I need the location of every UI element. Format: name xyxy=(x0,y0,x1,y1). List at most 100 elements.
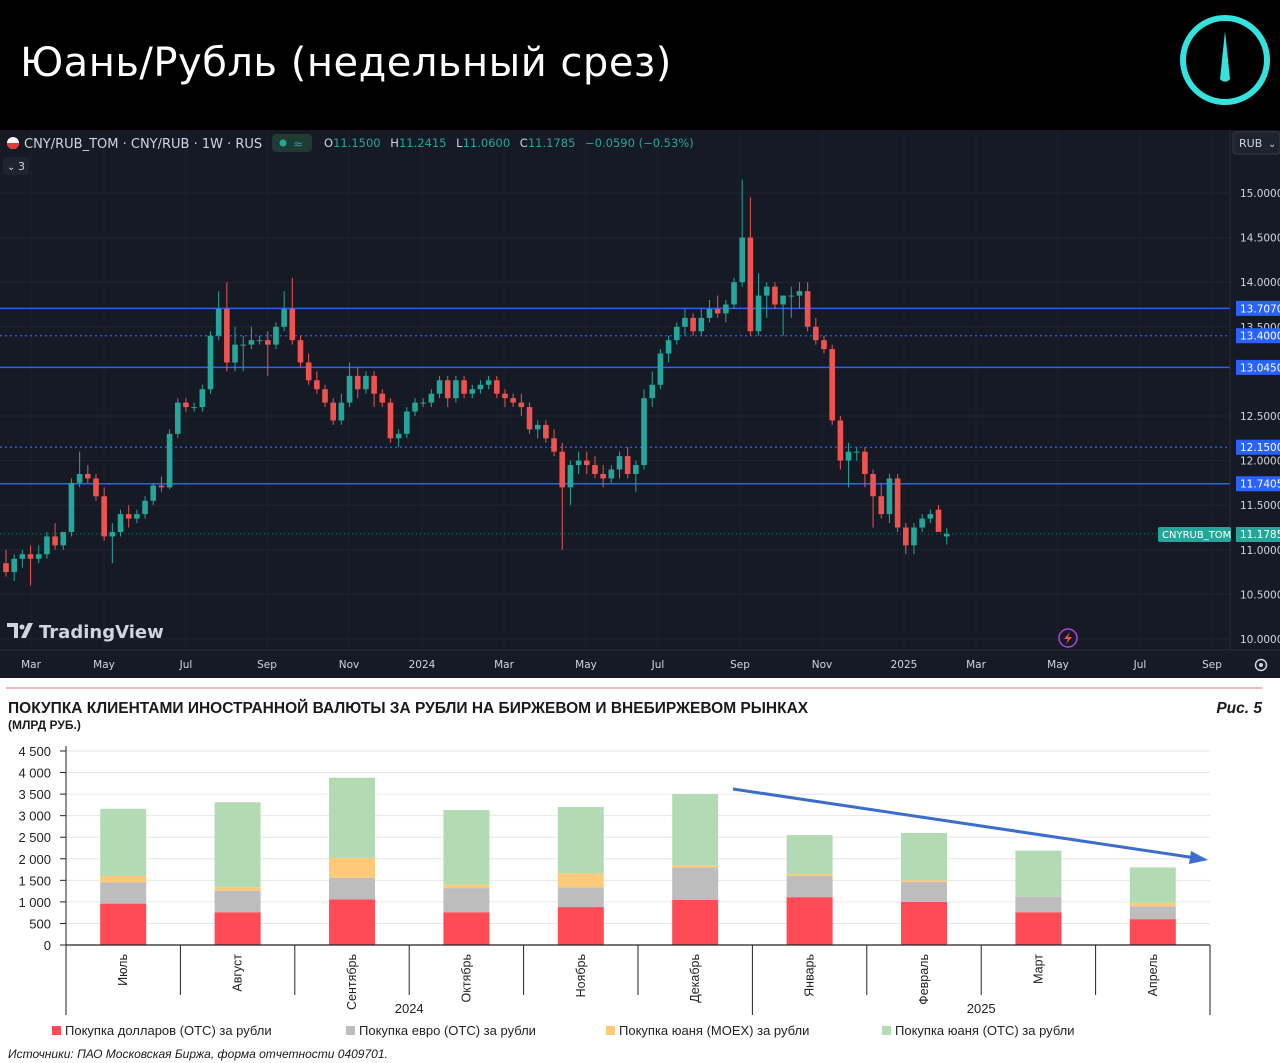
candle[interactable] xyxy=(723,300,729,323)
candle[interactable] xyxy=(633,460,639,492)
candle[interactable] xyxy=(510,393,516,408)
candle[interactable] xyxy=(428,389,435,408)
candle[interactable] xyxy=(485,375,492,390)
candle[interactable] xyxy=(821,335,827,354)
candle[interactable] xyxy=(772,282,778,309)
candle[interactable] xyxy=(608,465,615,483)
candle[interactable] xyxy=(862,447,868,488)
candle[interactable] xyxy=(404,407,410,439)
candle[interactable] xyxy=(199,384,206,412)
candle[interactable] xyxy=(706,300,713,323)
candle[interactable] xyxy=(232,326,238,372)
candle[interactable] xyxy=(911,523,917,555)
candle[interactable] xyxy=(747,197,754,336)
candle[interactable] xyxy=(412,398,418,416)
candle[interactable] xyxy=(264,331,271,376)
candle[interactable] xyxy=(363,371,369,394)
candle[interactable] xyxy=(248,326,255,350)
candle[interactable] xyxy=(158,476,165,492)
candle[interactable] xyxy=(690,313,696,336)
symbol-line[interactable]: CNY/RUB_TOM · CNY/RUB · 1W · RUS xyxy=(24,137,262,152)
candle[interactable] xyxy=(174,398,181,439)
candle[interactable] xyxy=(592,456,598,479)
candle[interactable] xyxy=(444,375,451,408)
candle[interactable] xyxy=(60,531,67,550)
currency-selector[interactable]: RUB ⌄ xyxy=(1232,131,1280,155)
lightning-icon[interactable] xyxy=(1058,628,1078,648)
candle[interactable] xyxy=(780,295,786,336)
candle[interactable] xyxy=(469,384,476,399)
candle[interactable] xyxy=(215,291,222,341)
candle[interactable] xyxy=(76,451,83,488)
candle[interactable] xyxy=(698,308,705,336)
candle[interactable] xyxy=(829,344,835,425)
candle[interactable] xyxy=(665,335,672,363)
candle[interactable] xyxy=(502,389,508,408)
candle[interactable] xyxy=(813,317,819,345)
candle[interactable] xyxy=(837,416,844,470)
candle[interactable] xyxy=(256,335,263,345)
candle[interactable] xyxy=(289,277,296,345)
candle[interactable] xyxy=(927,509,934,524)
candle[interactable] xyxy=(19,549,26,568)
candle[interactable] xyxy=(224,282,230,372)
candle[interactable] xyxy=(543,420,549,443)
candle[interactable] xyxy=(27,545,34,586)
candle[interactable] xyxy=(551,429,557,457)
candle[interactable] xyxy=(755,273,762,336)
candle[interactable] xyxy=(534,420,541,439)
candle[interactable] xyxy=(85,465,91,483)
candle[interactable] xyxy=(886,473,893,524)
candle[interactable] xyxy=(314,371,320,394)
candle[interactable] xyxy=(297,335,304,367)
candle[interactable] xyxy=(281,291,287,332)
candle[interactable] xyxy=(207,331,214,394)
candle[interactable] xyxy=(878,482,885,519)
candle[interactable] xyxy=(731,277,737,309)
candle[interactable] xyxy=(461,375,467,399)
candle[interactable] xyxy=(682,308,688,336)
candle[interactable] xyxy=(796,282,803,309)
candle[interactable] xyxy=(853,447,860,461)
candle[interactable] xyxy=(575,451,582,474)
candle[interactable] xyxy=(273,322,279,350)
candle[interactable] xyxy=(943,528,950,545)
candle[interactable] xyxy=(166,429,173,490)
candle[interactable] xyxy=(804,282,811,332)
candle[interactable] xyxy=(101,487,107,541)
candle[interactable] xyxy=(420,398,426,408)
candle[interactable] xyxy=(788,286,795,318)
candle[interactable] xyxy=(559,442,566,550)
indicators-toggle[interactable]: ⌄ 3 xyxy=(3,157,29,175)
tradingview-chart[interactable]: 15.0000 14.5000 14.0000 13.5000 12.5000 12.00… xyxy=(0,130,1280,678)
candle[interactable] xyxy=(919,514,925,532)
candle[interactable] xyxy=(52,523,58,550)
candle[interactable] xyxy=(657,349,664,390)
candle[interactable] xyxy=(739,179,745,287)
candle[interactable] xyxy=(240,335,247,372)
candle[interactable] xyxy=(150,482,157,506)
candle[interactable] xyxy=(714,295,721,318)
candle[interactable] xyxy=(616,451,623,479)
candle[interactable] xyxy=(68,478,75,537)
candle[interactable] xyxy=(330,398,336,425)
candle[interactable] xyxy=(134,509,140,524)
price-scale[interactable] xyxy=(1230,130,1280,650)
candle[interactable] xyxy=(11,554,17,582)
candle[interactable] xyxy=(183,398,189,412)
candle[interactable] xyxy=(494,375,500,399)
candle[interactable] xyxy=(379,389,386,408)
candle[interactable] xyxy=(371,371,377,408)
candle[interactable] xyxy=(453,375,459,403)
candle[interactable] xyxy=(845,442,852,488)
candle[interactable] xyxy=(3,549,9,577)
candle[interactable] xyxy=(518,393,525,416)
candle[interactable] xyxy=(346,362,353,408)
gear-icon[interactable] xyxy=(1254,658,1268,672)
candle[interactable] xyxy=(526,402,533,434)
candle[interactable] xyxy=(894,473,901,532)
candle[interactable] xyxy=(142,496,148,519)
candle[interactable] xyxy=(649,371,656,408)
candle[interactable] xyxy=(338,393,345,425)
candle[interactable] xyxy=(387,398,394,443)
